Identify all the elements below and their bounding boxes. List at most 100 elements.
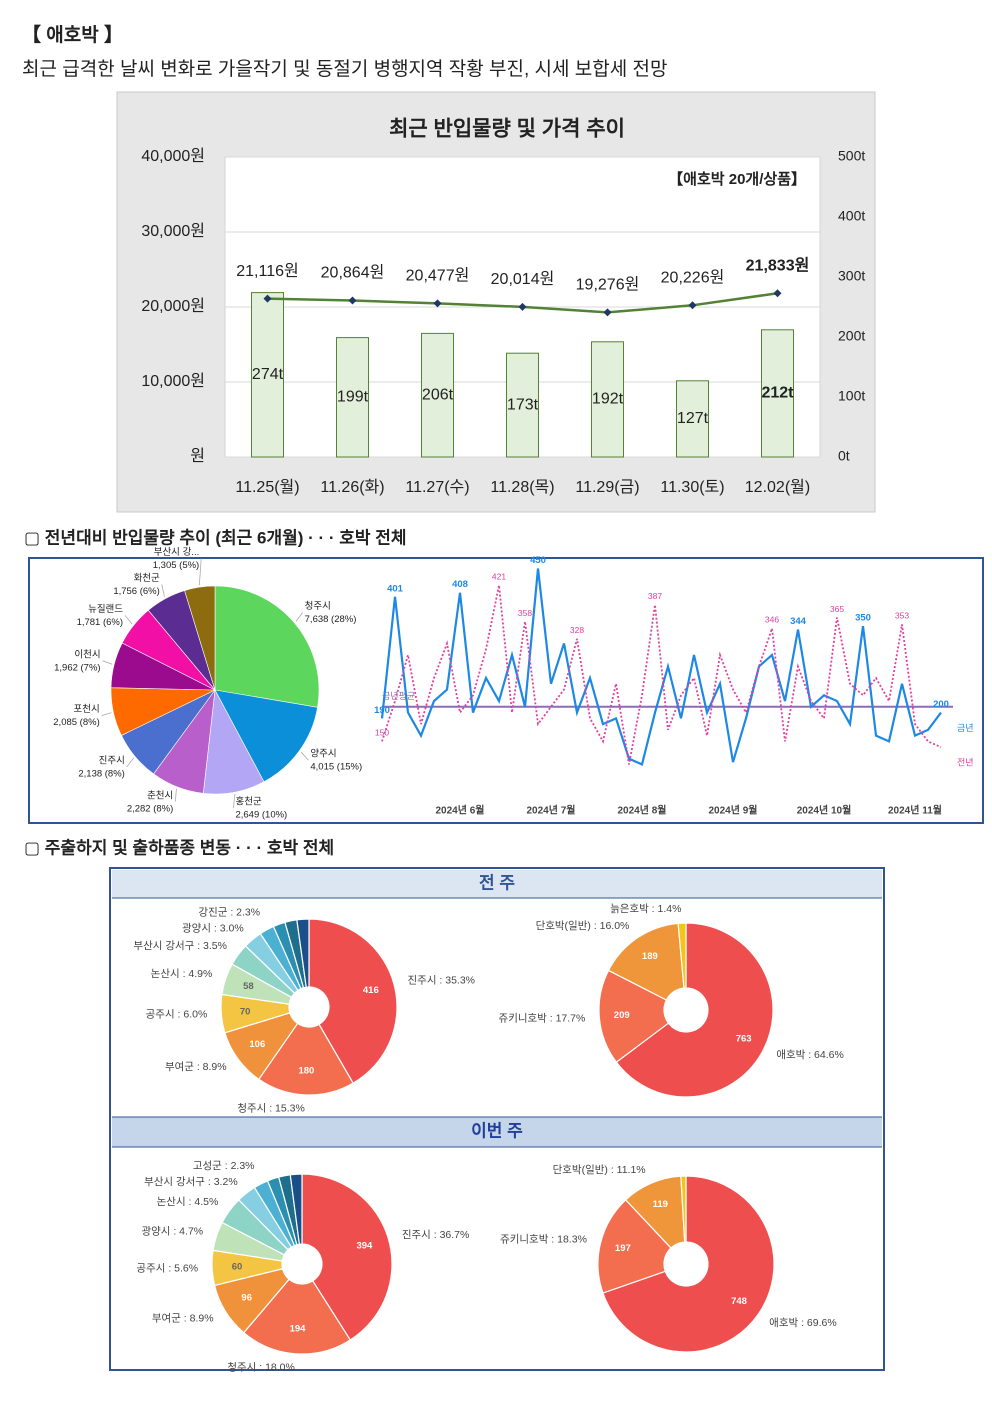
bar-value-label: 127t bbox=[677, 410, 709, 427]
slice-label: 쥬키니호박 : 18.3% bbox=[500, 1234, 587, 1246]
x-tick-label: 11.29(금) bbox=[575, 479, 639, 496]
line-marker bbox=[773, 289, 782, 298]
slice-value-label: 96 bbox=[241, 1293, 252, 1304]
donut-slice bbox=[602, 1175, 775, 1353]
y2-tick-label: 0t bbox=[838, 448, 850, 464]
slice-label: 애호박 : 69.6% bbox=[769, 1317, 837, 1329]
section-heading: ▢ 주출하지 및 출하품종 변동 · · · 호박 전체 bbox=[24, 838, 334, 857]
slice-value-label: 70 bbox=[240, 1006, 251, 1017]
point-label: 150 bbox=[375, 728, 389, 738]
pie-label: 양주시 bbox=[310, 749, 336, 760]
line-value-label: 21,833원 bbox=[746, 256, 810, 274]
slice-label: 강진군 : 2.3% bbox=[198, 906, 260, 918]
donut-slice bbox=[680, 1175, 687, 1243]
leader-line bbox=[161, 584, 165, 597]
slice-label: 부산시 강서구 : 3.2% bbox=[144, 1176, 238, 1188]
point-label: 344 bbox=[790, 616, 807, 627]
bar-value-label: 274t bbox=[252, 366, 284, 383]
x-tick-label: 11.28(목) bbox=[490, 479, 554, 496]
donut-slice bbox=[296, 918, 310, 988]
bar-value-label: 199t bbox=[337, 389, 369, 406]
x-tick-label: 2024년 6월 bbox=[436, 804, 485, 817]
line-value-label: 19,276원 bbox=[576, 276, 640, 294]
line-value-label: 20,014원 bbox=[491, 270, 555, 288]
pie-label: 홍천군 bbox=[235, 795, 261, 807]
bar-value-label: 212t bbox=[761, 385, 794, 402]
point-label: 365 bbox=[830, 604, 844, 614]
y-tick-label: 10,000원 bbox=[141, 372, 205, 390]
donut-slice bbox=[257, 1022, 354, 1096]
slice-value-label: 416 bbox=[363, 985, 379, 996]
leader-line bbox=[174, 788, 177, 802]
y2-tick-label: 200t bbox=[838, 328, 865, 344]
pie-label: 춘천시 bbox=[147, 790, 173, 801]
x-tick-label: 11.27(수) bbox=[405, 478, 469, 496]
y-tick-label: 40,000원 bbox=[141, 147, 205, 165]
slice-value-label: 197 bbox=[615, 1243, 631, 1254]
slice-label: 진주시 : 36.7% bbox=[402, 1229, 470, 1241]
x-tick-label: 2024년 9월 bbox=[709, 804, 758, 817]
panel-title: 전 주 bbox=[479, 873, 515, 892]
point-label: 401 bbox=[387, 583, 404, 594]
series-line bbox=[381, 585, 942, 765]
slice-label: 광양시 : 3.0% bbox=[182, 922, 244, 934]
x-tick-label: 11.25(월) bbox=[235, 478, 299, 496]
y-tick-label: 30,000원 bbox=[141, 222, 205, 240]
line-marker bbox=[433, 299, 442, 308]
x-tick-label: 2024년 7월 bbox=[527, 804, 576, 817]
slice-label: 늙은호박 : 1.4% bbox=[610, 903, 681, 915]
point-label: 328 bbox=[570, 625, 584, 635]
pie-value-label: 2,138 (8%) bbox=[78, 768, 124, 779]
pie-value-label: 1,781 (6%) bbox=[77, 617, 123, 628]
slice-value-label: 394 bbox=[356, 1240, 373, 1251]
legend-entry: 금년 bbox=[957, 723, 974, 733]
bar bbox=[506, 352, 539, 458]
page-subtitle: 최근 급격한 날씨 변화로 가을작기 및 동절기 병행지역 작황 부진, 시세 … bbox=[22, 58, 667, 80]
bar-value-label: 192t bbox=[592, 391, 624, 408]
slice-label: 진주시 : 35.3% bbox=[408, 974, 476, 986]
line-value-label: 21,116원 bbox=[236, 262, 298, 280]
slice-label: 청주시 : 15.3% bbox=[237, 1103, 305, 1115]
leader-line bbox=[300, 751, 309, 761]
pie-slice bbox=[184, 585, 216, 691]
bar bbox=[251, 292, 284, 458]
x-tick-label: 11.30(토) bbox=[660, 479, 724, 496]
y-tick-label: 20,000원 bbox=[141, 297, 205, 315]
slice-value-label: 763 bbox=[736, 1033, 752, 1044]
line-marker bbox=[348, 296, 357, 305]
line-value-label: 20,477원 bbox=[406, 267, 470, 285]
line-marker bbox=[688, 301, 697, 310]
pie-value-label: 2,282 (8%) bbox=[127, 803, 173, 814]
y2-tick-label: 300t bbox=[838, 268, 865, 284]
legend-entry: 전년 bbox=[957, 758, 974, 768]
slice-value-label: 189 bbox=[642, 951, 658, 962]
pie-label: 청주시 bbox=[305, 601, 331, 612]
pie-value-label: 2,085 (8%) bbox=[53, 717, 99, 728]
slice-value-label: 58 bbox=[243, 981, 254, 992]
slice-value-label: 106 bbox=[249, 1039, 265, 1050]
slice-value-label: 209 bbox=[614, 1010, 630, 1021]
pie-value-label: 1,962 (7%) bbox=[54, 662, 100, 673]
slice-label: 논산시 : 4.5% bbox=[157, 1196, 219, 1208]
slice-label: 논산시 : 4.9% bbox=[151, 968, 213, 980]
pie-value-label: 7,638 (28%) bbox=[305, 614, 357, 625]
x-tick-label: 2024년 8월 bbox=[618, 804, 667, 817]
point-label: 408 bbox=[452, 579, 468, 590]
x-tick-label: 12.02(월) bbox=[745, 478, 810, 496]
panel-header bbox=[112, 1117, 882, 1147]
slice-label: 공주시 : 5.6% bbox=[136, 1262, 198, 1274]
bar-value-label: 173t bbox=[507, 396, 539, 413]
bar-value-label: 206t bbox=[422, 386, 454, 403]
leader-line bbox=[124, 615, 133, 625]
point-label: 346 bbox=[765, 615, 779, 625]
point-label: 200 bbox=[933, 699, 949, 710]
line-marker bbox=[603, 308, 612, 317]
x-tick-label: 2024년 10월 bbox=[797, 804, 852, 817]
page-title: 【 애호박 】 bbox=[22, 23, 123, 46]
y2-tick-label: 400t bbox=[838, 208, 865, 224]
point-label: 353 bbox=[895, 611, 909, 621]
panel-header bbox=[112, 870, 882, 898]
pie-value-label: 4,015 (15%) bbox=[310, 762, 362, 773]
slice-label: 단호박(일반) : 11.1% bbox=[553, 1163, 646, 1176]
